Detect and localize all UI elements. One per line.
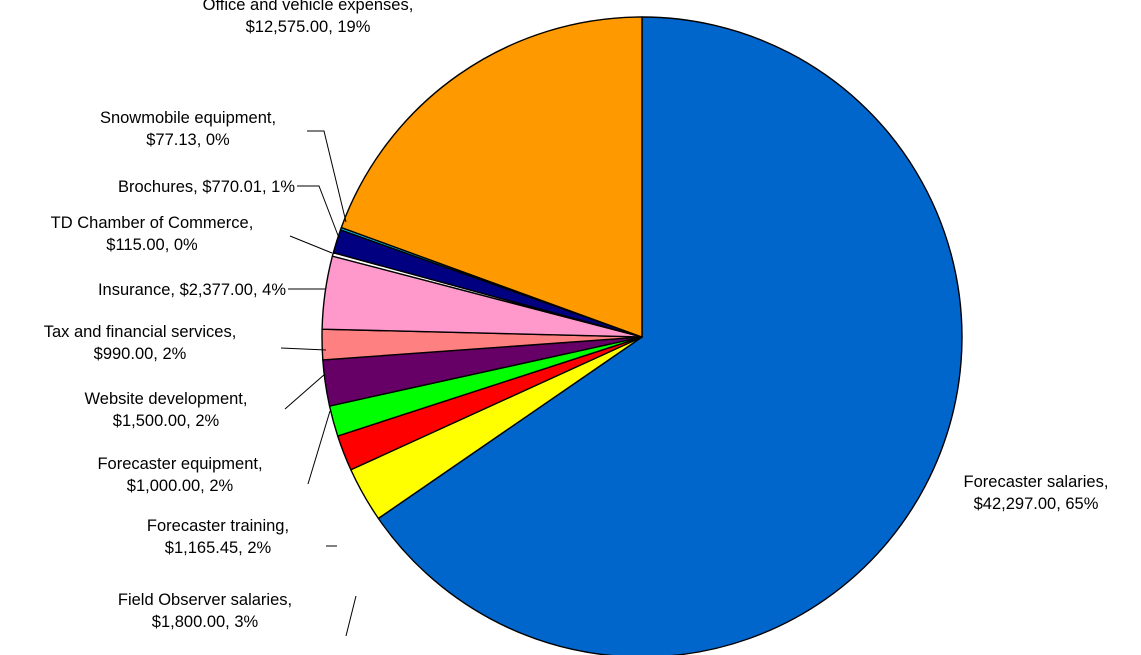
- slice-labels: Forecaster salaries, $42,297.00, 65% Field…: [44, 0, 1109, 631]
- slice-data-label: Forecaster equipment, $1,000.00, 2%: [97, 455, 262, 495]
- slice-label-value: $1,500.00, 2%: [113, 412, 220, 430]
- slice-data-label: Forecaster training, $1,165.45, 2%: [147, 517, 289, 557]
- slice-label-value: $12,575.00, 19%: [246, 18, 371, 36]
- slice-label-name: Forecaster equipment,: [97, 455, 262, 473]
- slice-data-label: Field Observer salaries, $1,800.00, 3%: [118, 591, 292, 631]
- pie-slice: [340, 16, 643, 338]
- leader-line: [345, 595, 357, 637]
- slice-label-value: $115.00, 0%: [106, 236, 198, 254]
- slice-label-value: $42,297.00, 65%: [974, 495, 1099, 513]
- slice-label-name: Website development,: [85, 390, 248, 408]
- slice-label-name: Forecaster salaries,: [964, 473, 1109, 491]
- leader-lines: [280, 130, 357, 637]
- slice-data-label: Insurance, $2,377.00, 4%: [98, 281, 286, 299]
- slice-label-value: $1,000.00, 2%: [127, 477, 234, 495]
- slice-data-label: Tax and financial services, $990.00, 2%: [44, 323, 237, 363]
- leader-line: [307, 130, 347, 223]
- leader-line: [307, 410, 331, 485]
- slice-label-name: TD Chamber of Commerce,: [51, 214, 254, 232]
- leader-line: [289, 235, 333, 254]
- leader-line: [284, 373, 326, 410]
- slice-label-value: $1,800.00, 3%: [152, 613, 259, 631]
- slice-data-label: Forecaster salaries, $42,297.00, 65%: [964, 473, 1109, 513]
- slice-label-name: Office and vehicle expenses,: [203, 0, 414, 14]
- slice-data-label: Brochures, $770.01, 1%: [118, 178, 295, 196]
- slice-label-value: $77.13, 0%: [146, 131, 230, 149]
- slice-label-name: Snowmobile equipment,: [100, 109, 276, 127]
- leader-line: [297, 185, 340, 239]
- slice-data-label: Snowmobile equipment, $77.13, 0%: [100, 109, 276, 149]
- leader-line: [280, 347, 327, 351]
- slice-data-label: Office and vehicle expenses, $12,575.00, …: [203, 0, 414, 36]
- slice-label-name: Forecaster training,: [147, 517, 289, 535]
- slice-data-label: Website development, $1,500.00, 2%: [85, 390, 248, 430]
- pie-slices: [321, 16, 963, 655]
- slice-label-name: Tax and financial services,: [44, 323, 237, 341]
- slice-data-label: TD Chamber of Commerce, $115.00, 0%: [51, 214, 254, 254]
- slice-label-value: $990.00, 2%: [94, 345, 187, 363]
- slice-label-name: Field Observer salaries,: [118, 591, 292, 609]
- slice-label-value: $1,165.45, 2%: [165, 539, 272, 557]
- pie-slice: [377, 16, 963, 655]
